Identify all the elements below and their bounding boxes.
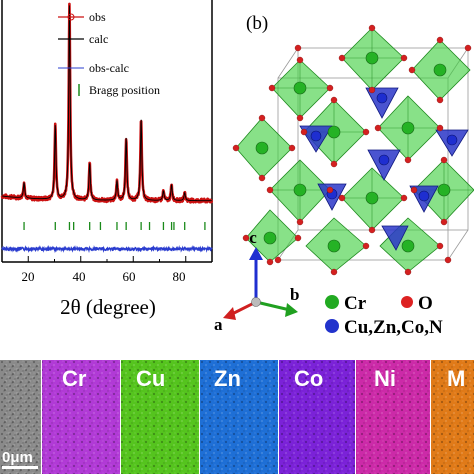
b-axis-label: b [290, 285, 299, 304]
legend-obs: obs [58, 10, 106, 24]
legend-calc-label: calc [89, 32, 108, 46]
map-label-mn: M [447, 366, 465, 391]
calculated-series-line [1, 5, 212, 202]
x-tick-label-60: 60 [123, 269, 136, 284]
map-tile-cr: Cr [42, 360, 120, 474]
o-atom-icon [401, 296, 413, 308]
legend-cr-label: Cr [344, 293, 367, 314]
o-atoms [232, 24, 472, 276]
map-tile-co: Co [279, 360, 355, 474]
map-label-co: Co [294, 366, 323, 391]
axes-triad: c b a [214, 228, 299, 334]
panel-b-label: (b) [246, 13, 268, 34]
map-tile-mn: M [431, 360, 474, 474]
x-tick-label-80: 80 [173, 269, 186, 284]
sem-image-tile: 0μm [0, 360, 44, 474]
map-tile-zn: Zn [200, 360, 278, 474]
eds-maps-strip: 0μm Cr Cu Zn Co Ni [0, 360, 474, 474]
cr-atoms [255, 51, 451, 253]
map-tile-ni: Ni [356, 360, 430, 474]
calculated-pattern [1, 5, 212, 202]
xrd-panel: obs calc obs-calc Bragg position 20 40 6… [0, 0, 214, 319]
legend-a-site-label: Cu,Zn,Co,N [344, 317, 443, 338]
xrd-legend: obs calc obs-calc Bragg position [58, 10, 160, 97]
legend-bragg-label: Bragg position [89, 83, 160, 97]
difference-curve [1, 244, 213, 254]
obs-marker-icon [67, 13, 75, 21]
legend-o-label: O [418, 293, 433, 314]
x-axis-ticks [1, 256, 213, 262]
legend-obs-label: obs [89, 10, 106, 24]
legend-obs-calc-label: obs-calc [89, 61, 129, 75]
map-label-cr: Cr [62, 366, 87, 391]
scale-bar [2, 466, 38, 469]
map-tile-cu: Cu [121, 360, 199, 474]
c-axis-label: c [249, 228, 257, 247]
a-axis-label: a [214, 315, 223, 334]
a-site-atoms [310, 92, 458, 202]
cr-atom-icon [325, 295, 339, 309]
atom-legend: Cr O Cu,Zn,Co,N [325, 293, 443, 338]
origin-icon [251, 297, 261, 307]
legend-obs-calc: obs-calc [58, 61, 129, 75]
map-label-zn: Zn [214, 366, 241, 391]
map-label-cu: Cu [136, 366, 165, 391]
structure-panel: (b) [214, 13, 474, 338]
c-axis-arrow-icon [249, 247, 263, 260]
a-site-atom-icon [325, 319, 339, 333]
map-label-ni: Ni [374, 366, 396, 391]
b-axis-arrow-icon [285, 303, 298, 317]
x-tick-label-20: 20 [22, 269, 35, 284]
bragg-ticks [23, 222, 206, 230]
scale-bar-label: 0μm [2, 449, 33, 466]
x-axis-title: 2θ (degree) [60, 295, 156, 319]
legend-calc: calc [58, 32, 108, 46]
x-tick-label-40: 40 [73, 269, 86, 284]
difference-series-line [1, 244, 213, 254]
legend-bragg: Bragg position [78, 83, 160, 97]
a-axis-arrow-icon [223, 307, 236, 320]
